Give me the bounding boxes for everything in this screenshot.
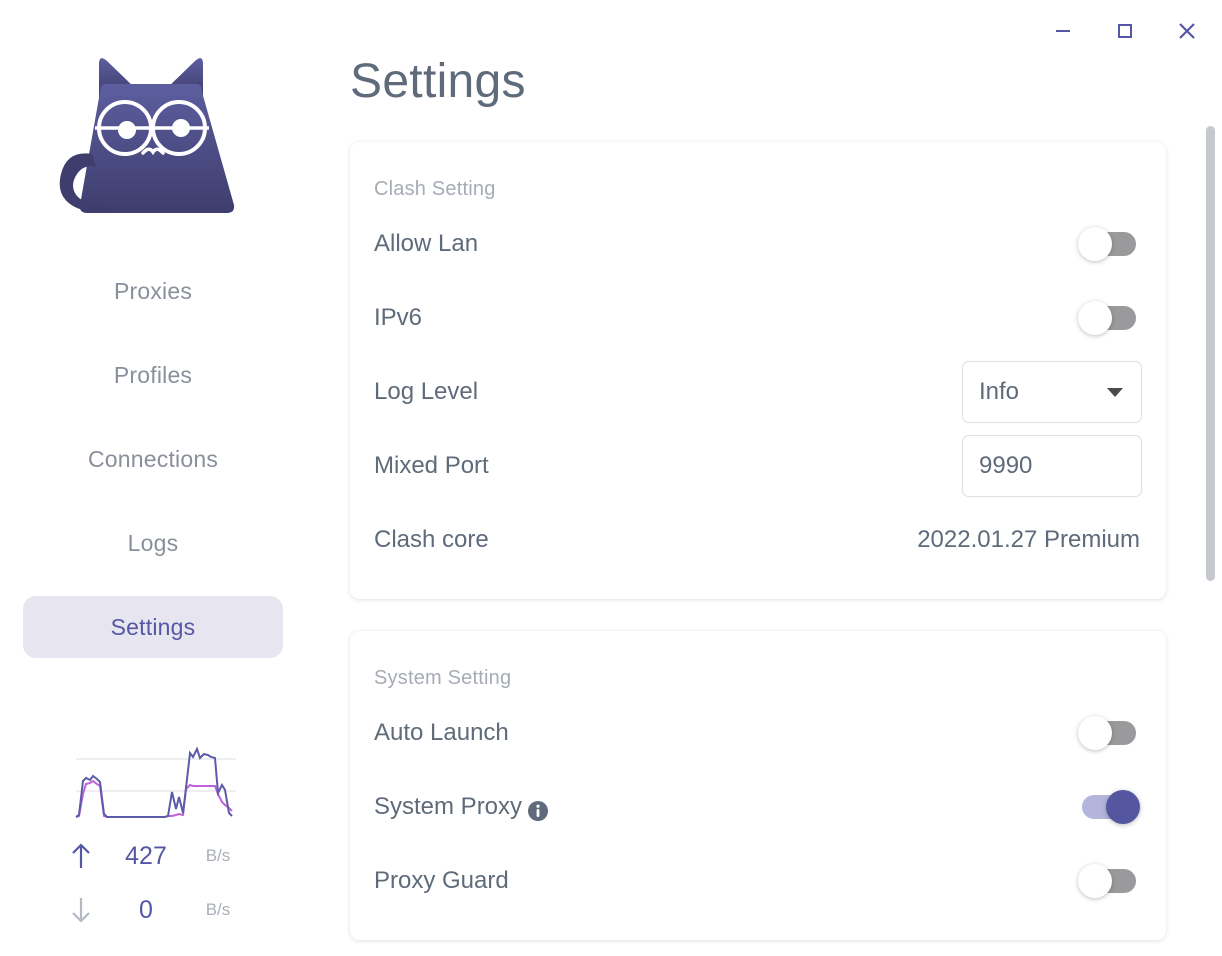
- row-clash-core: Clash core 2022.01.27 Premium: [374, 503, 1142, 577]
- proxy-guard-toggle[interactable]: [1078, 864, 1140, 898]
- row-log-level: Log Level Info: [374, 355, 1142, 429]
- clash-setting-card: Clash Setting Allow Lan IPv6: [350, 142, 1166, 599]
- sidebar-item-label: Profiles: [113, 361, 193, 388]
- arrow-up-icon: [58, 841, 104, 871]
- download-value: 0: [139, 895, 153, 924]
- traffic-sparkline-chart: [68, 735, 238, 823]
- download-unit: B/s: [205, 900, 231, 919]
- mixed-port-input-wrapper[interactable]: [962, 435, 1142, 497]
- system-setting-card: System Setting Auto Launch System Proxy: [350, 631, 1166, 940]
- row-ipv6: IPv6: [374, 281, 1142, 355]
- traffic-stats: 427 B/s 0 B/s: [58, 829, 248, 937]
- scrollbar[interactable]: [1206, 0, 1216, 956]
- cat-logo-icon: [51, 22, 251, 222]
- sidebar-item-connections[interactable]: Connections: [23, 428, 283, 490]
- upload-unit: B/s: [205, 846, 231, 865]
- sidebar-item-settings[interactable]: Settings: [23, 596, 283, 658]
- sidebar-item-label: Connections: [87, 445, 219, 472]
- mixed-port-input[interactable]: [979, 452, 1125, 480]
- info-icon[interactable]: [527, 800, 549, 822]
- card-title: Clash Setting: [374, 178, 496, 200]
- main-content: Settings Clash Setting Allow Lan IPv6: [306, 0, 1222, 956]
- toggle-thumb: [1078, 227, 1112, 261]
- clash-core-version: 2022.01.27 Premium: [917, 526, 1140, 553]
- row-auto-launch: Auto Launch: [374, 696, 1142, 770]
- sidebar: Proxies Profiles Connections Logs Settin…: [0, 0, 306, 956]
- maximize-icon: [1114, 20, 1136, 42]
- arrow-down-icon: [58, 895, 104, 925]
- row-proxy-guard: Proxy Guard: [374, 844, 1142, 918]
- traffic-upload-row: 427 B/s: [58, 829, 248, 883]
- scrollbar-thumb[interactable]: [1206, 126, 1215, 581]
- system-proxy-toggle[interactable]: [1078, 790, 1140, 824]
- traffic-widget: 427 B/s 0 B/s: [0, 735, 306, 937]
- sidebar-nav: Proxies Profiles Connections Logs Settin…: [0, 260, 306, 680]
- row-label: Mixed Port: [374, 452, 489, 479]
- minimize-icon: [1052, 20, 1074, 42]
- upload-value: 427: [125, 841, 167, 870]
- allow-lan-toggle[interactable]: [1078, 227, 1140, 261]
- minimize-button[interactable]: [1046, 14, 1080, 48]
- settings-scroll-area[interactable]: Clash Setting Allow Lan IPv6: [306, 128, 1222, 956]
- row-label-group: System Proxy: [374, 792, 549, 822]
- ipv6-toggle[interactable]: [1078, 301, 1140, 335]
- card-title: System Setting: [374, 667, 512, 689]
- row-allow-lan: Allow Lan: [374, 207, 1142, 281]
- close-button[interactable]: [1170, 14, 1204, 48]
- sidebar-item-logs[interactable]: Logs: [23, 512, 283, 574]
- row-label: Proxy Guard: [374, 867, 509, 894]
- window-controls: [1046, 14, 1204, 48]
- row-system-proxy: System Proxy: [374, 770, 1142, 844]
- log-level-select[interactable]: Info: [962, 361, 1142, 423]
- close-icon: [1175, 19, 1199, 43]
- maximize-button[interactable]: [1108, 14, 1142, 48]
- auto-launch-toggle[interactable]: [1078, 716, 1140, 750]
- row-label: Log Level: [374, 378, 479, 405]
- row-label: Auto Launch: [374, 719, 509, 746]
- toggle-thumb: [1078, 716, 1112, 750]
- sidebar-item-label: Logs: [127, 529, 179, 556]
- log-level-value: Info: [979, 378, 1020, 405]
- sidebar-item-label: Settings: [110, 613, 196, 640]
- row-label: System Proxy: [374, 793, 523, 820]
- sidebar-item-proxies[interactable]: Proxies: [23, 260, 283, 322]
- chevron-down-icon: [1107, 387, 1123, 397]
- row-label: Allow Lan: [374, 230, 479, 257]
- sidebar-item-label: Proxies: [113, 277, 193, 304]
- toggle-thumb: [1078, 864, 1112, 898]
- row-mixed-port: Mixed Port: [374, 429, 1142, 503]
- toggle-thumb: [1106, 790, 1140, 824]
- row-label: Clash core: [374, 526, 489, 553]
- row-label: IPv6: [374, 304, 423, 331]
- sidebar-item-profiles[interactable]: Profiles: [23, 344, 283, 406]
- page-title: Settings: [350, 55, 526, 108]
- toggle-thumb: [1078, 301, 1112, 335]
- traffic-download-row: 0 B/s: [58, 883, 248, 937]
